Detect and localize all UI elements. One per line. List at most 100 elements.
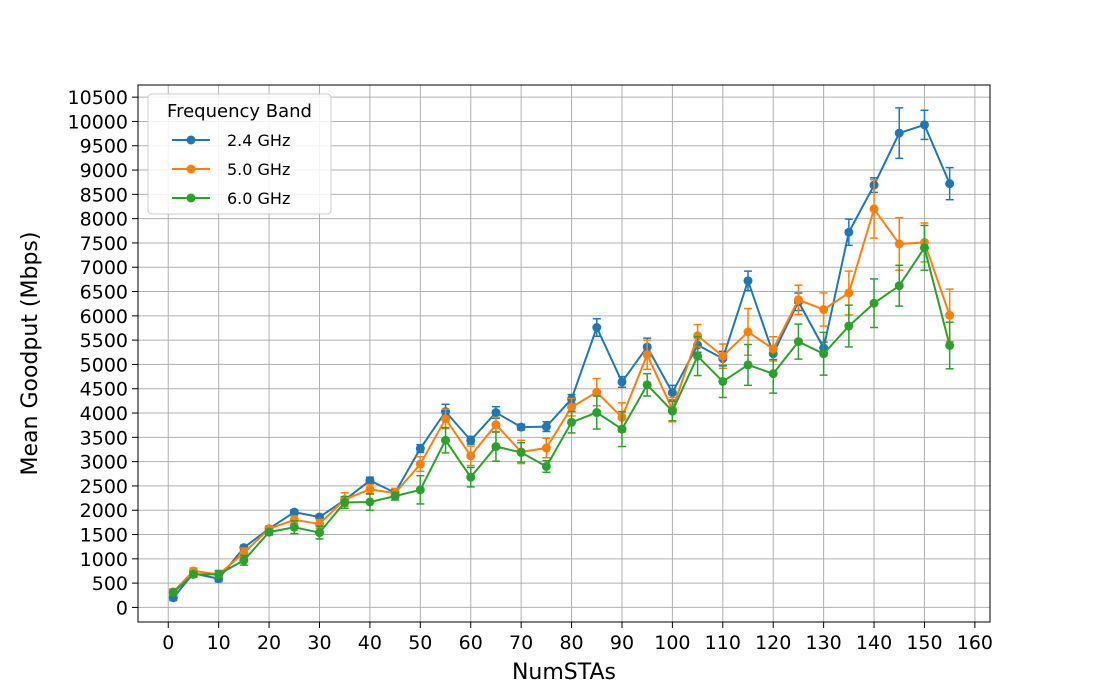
x-tick-label: 70 (509, 632, 533, 654)
y-tick-label: 10000 (68, 111, 128, 133)
data-point (869, 204, 879, 214)
x-tick-label: 100 (654, 632, 690, 654)
data-point (945, 179, 955, 189)
series-2 (168, 224, 955, 597)
x-tick-label: 10 (207, 632, 231, 654)
x-tick-label: 140 (856, 632, 892, 654)
x-axis-title: NumSTAs (512, 660, 616, 685)
data-point (365, 484, 375, 494)
series-1 (168, 179, 955, 597)
data-point (667, 406, 677, 416)
y-tick-label: 5500 (80, 330, 128, 352)
data-point (264, 527, 274, 537)
y-tick-label: 1500 (80, 525, 128, 547)
data-point (945, 310, 955, 320)
data-point (441, 414, 451, 424)
data-point (289, 507, 299, 517)
data-point (768, 369, 778, 379)
data-point (188, 569, 198, 579)
data-point (239, 555, 249, 565)
data-point (491, 408, 501, 418)
y-tick-label: 1000 (80, 549, 128, 571)
data-point (168, 587, 178, 597)
data-point (466, 435, 476, 445)
data-point (567, 402, 577, 412)
data-point (214, 569, 224, 579)
legend-swatch-marker (186, 164, 196, 174)
data-point (340, 497, 350, 507)
y-tick-label: 8500 (80, 184, 128, 206)
data-point (894, 239, 904, 249)
x-tick-label: 120 (755, 632, 791, 654)
data-point (491, 442, 501, 452)
x-tick-label: 60 (459, 632, 483, 654)
y-tick-label: 0 (116, 597, 128, 619)
axis-ticks: 0 10 20 30 40 50 60 70 80 90 100 110 120 130 140 150 160… (68, 87, 993, 654)
x-tick-label: 160 (957, 632, 993, 654)
series-layer (168, 107, 955, 603)
legend-box (147, 93, 332, 215)
data-point (415, 444, 425, 454)
data-point (541, 422, 551, 432)
x-tick-label: 40 (358, 632, 382, 654)
data-point (592, 323, 602, 333)
x-tick-label: 20 (257, 632, 281, 654)
x-tick-label: 30 (307, 632, 331, 654)
y-tick-label: 10500 (68, 87, 128, 109)
data-point (945, 340, 955, 350)
x-tick-label: 0 (162, 632, 174, 654)
y-tick-label: 6500 (80, 282, 128, 304)
data-point (415, 485, 425, 495)
legend-title: Frequency Band (167, 101, 312, 122)
y-tick-label: 7500 (80, 233, 128, 255)
y-tick-label: 5000 (80, 354, 128, 376)
data-point (768, 344, 778, 354)
data-point (541, 443, 551, 453)
legend-swatch-marker (186, 193, 196, 203)
y-tick-label: 3500 (80, 427, 128, 449)
data-point (894, 128, 904, 138)
data-point (491, 420, 501, 430)
y-tick-label: 2000 (80, 500, 128, 522)
y-tick-label: 4500 (80, 379, 128, 401)
y-tick-label: 2500 (80, 476, 128, 498)
legend-swatch-marker (186, 135, 196, 145)
y-tick-label: 6000 (80, 306, 128, 328)
data-point (390, 491, 400, 501)
data-point (541, 461, 551, 471)
data-point (919, 243, 929, 253)
data-point (869, 298, 879, 308)
data-point (844, 321, 854, 331)
y-tick-label: 9000 (80, 160, 128, 182)
x-tick-label: 110 (705, 632, 741, 654)
data-point (743, 276, 753, 286)
x-tick-label: 150 (906, 632, 942, 654)
data-point (466, 451, 476, 461)
data-point (894, 281, 904, 291)
y-tick-label: 4000 (80, 403, 128, 425)
y-tick-label: 500 (92, 573, 128, 595)
plot-frame (137, 84, 991, 623)
data-point (415, 459, 425, 469)
data-point (667, 388, 677, 398)
y-tick-label: 8000 (80, 209, 128, 231)
data-point (617, 377, 627, 387)
legend: Frequency Band 2.4 GHz 5.0 GHz 6.0 GHz (147, 93, 332, 215)
data-point (289, 522, 299, 532)
data-point (793, 295, 803, 305)
legend-label: 2.4 GHz (227, 131, 290, 150)
data-point (718, 376, 728, 386)
data-point (919, 120, 929, 130)
data-point (365, 476, 375, 486)
data-point (642, 380, 652, 390)
legend-label: 6.0 GHz (227, 189, 290, 208)
x-tick-label: 80 (559, 632, 583, 654)
data-point (743, 327, 753, 337)
data-point (844, 227, 854, 237)
y-tick-label: 7000 (80, 257, 128, 279)
data-point (314, 528, 324, 538)
x-tick-label: 50 (408, 632, 432, 654)
data-point (793, 337, 803, 347)
x-tick-label: 130 (806, 632, 842, 654)
